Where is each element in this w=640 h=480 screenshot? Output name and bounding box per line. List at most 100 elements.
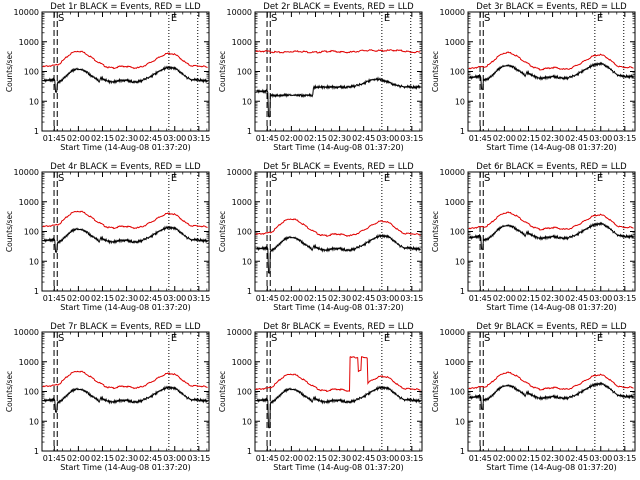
x-tick-label: 02:45 xyxy=(352,454,375,463)
x-tick-label: 02:45 xyxy=(352,294,375,303)
panel-det-3r: Det 3r BLACK = Events, RED = LLD 1 10 100 10… xyxy=(431,2,636,152)
x-tick-label: 03:00 xyxy=(163,294,186,303)
series-events-line xyxy=(42,225,208,254)
plot-frame xyxy=(41,331,210,452)
x-axis-label: Start Time (14-Aug-08 01:37:20) xyxy=(60,303,191,312)
y-tick-label: 1000 xyxy=(232,38,252,47)
panel-det-4r: Det 4r BLACK = Events, RED = LLD 1 10 100 10… xyxy=(5,162,210,312)
y-tick-label: 1000 xyxy=(445,198,465,207)
x-tick-label: 02:15 xyxy=(517,134,540,143)
x-tick-label: 02:30 xyxy=(541,454,564,463)
x-tick-label: 03:15 xyxy=(400,294,423,303)
x-tick-label: 02:45 xyxy=(139,134,162,143)
y-tick-label: 100 xyxy=(24,228,39,237)
start-marker-label: S xyxy=(271,333,277,344)
x-tick-label: 02:45 xyxy=(352,134,375,143)
series-lld-line xyxy=(255,218,421,237)
start-marker-label: S xyxy=(484,13,490,24)
x-tick-label: 02:45 xyxy=(139,294,162,303)
series-events-line xyxy=(468,381,634,411)
x-tick-label: 01:45 xyxy=(256,454,279,463)
x-tick-label: 02:30 xyxy=(115,454,138,463)
start-marker-label: S xyxy=(58,333,64,344)
end-marker-label: E xyxy=(597,173,603,184)
y-axis-label: Counts/sec xyxy=(218,211,227,252)
panel-title: Det 8r BLACK = Events, RED = LLD xyxy=(263,322,414,332)
y-tick-label: 10000 xyxy=(227,328,252,337)
series-lld-line xyxy=(468,211,634,231)
y-tick-label: 1000 xyxy=(232,198,252,207)
x-axis-label: Start Time (14-Aug-08 01:37:20) xyxy=(486,303,617,312)
x-tick-label: 03:00 xyxy=(376,454,399,463)
start-marker-label: S xyxy=(484,173,490,184)
panel-det-2r: Det 2r BLACK = Events, RED = LLD 1 10 100 10… xyxy=(218,2,423,152)
x-tick-label: 01:45 xyxy=(43,294,66,303)
plot-frame xyxy=(41,11,210,132)
plot-frame xyxy=(467,331,636,452)
y-tick-label: 10000 xyxy=(440,168,465,177)
y-tick-label: 10 xyxy=(455,97,465,106)
y-tick-label: 100 xyxy=(450,68,465,77)
panel-title: Det 2r BLACK = Events, RED = LLD xyxy=(263,2,414,12)
plot-frame xyxy=(467,11,636,132)
y-axis-label: Counts/sec xyxy=(431,371,440,412)
end-marker-label: E xyxy=(171,13,177,24)
x-axis-label: Start Time (14-Aug-08 01:37:20) xyxy=(273,143,404,152)
y-tick-label: 10 xyxy=(242,257,252,266)
plot-frame xyxy=(41,171,210,292)
start-marker-label: S xyxy=(271,173,277,184)
series-lld-line xyxy=(468,371,634,391)
y-tick-label: 1000 xyxy=(19,38,39,47)
panel-det-6r: Det 6r BLACK = Events, RED = LLD 1 10 100 10… xyxy=(431,162,636,312)
x-tick-label: 03:00 xyxy=(589,134,612,143)
end-marker-label: E xyxy=(384,333,390,344)
y-axis-label: Counts/sec xyxy=(218,371,227,412)
x-tick-label: 02:00 xyxy=(67,134,90,143)
x-tick-label: 03:15 xyxy=(613,294,636,303)
x-tick-label: 03:00 xyxy=(376,294,399,303)
x-tick-label: 02:15 xyxy=(517,454,540,463)
series-lld-line xyxy=(42,210,208,230)
panel-det-5r: Det 5r BLACK = Events, RED = LLD 1 10 100 10… xyxy=(218,162,423,312)
x-tick-label: 03:00 xyxy=(376,134,399,143)
x-tick-label: 03:15 xyxy=(400,454,423,463)
x-tick-label: 02:00 xyxy=(493,454,516,463)
x-tick-label: 02:15 xyxy=(304,294,327,303)
x-tick-label: 03:15 xyxy=(187,454,210,463)
y-tick-label: 1000 xyxy=(445,38,465,47)
y-tick-label: 1 xyxy=(460,447,465,456)
y-tick-label: 10000 xyxy=(227,168,252,177)
plot-frame xyxy=(254,331,423,452)
y-tick-label: 10000 xyxy=(440,328,465,337)
x-tick-label: 02:30 xyxy=(541,294,564,303)
y-tick-label: 1 xyxy=(247,127,252,136)
y-tick-label: 100 xyxy=(24,68,39,77)
y-tick-label: 1 xyxy=(460,287,465,296)
x-tick-label: 02:30 xyxy=(115,134,138,143)
y-tick-label: 10 xyxy=(455,417,465,426)
y-tick-label: 10 xyxy=(455,257,465,266)
series-lld-line xyxy=(468,51,634,71)
y-tick-label: 1000 xyxy=(19,358,39,367)
series-lld-line xyxy=(255,49,421,54)
x-tick-label: 03:15 xyxy=(613,454,636,463)
y-tick-label: 10 xyxy=(242,97,252,106)
x-tick-label: 01:45 xyxy=(469,294,492,303)
y-axis-label: Counts/sec xyxy=(431,51,440,92)
y-tick-label: 1000 xyxy=(232,358,252,367)
y-tick-label: 100 xyxy=(24,388,39,397)
start-marker-label: S xyxy=(58,13,64,24)
y-axis-label: Counts/sec xyxy=(218,51,227,92)
x-tick-label: 02:30 xyxy=(328,134,351,143)
y-tick-label: 100 xyxy=(237,228,252,237)
panel-title: Det 5r BLACK = Events, RED = LLD xyxy=(263,162,414,172)
end-marker-label: E xyxy=(171,173,177,184)
end-marker-label: E xyxy=(597,333,603,344)
plot-frame xyxy=(467,171,636,292)
x-tick-label: 02:00 xyxy=(67,454,90,463)
x-tick-label: 03:00 xyxy=(589,294,612,303)
y-tick-label: 1000 xyxy=(445,358,465,367)
series-events-line xyxy=(468,221,634,251)
y-tick-label: 10000 xyxy=(14,168,39,177)
